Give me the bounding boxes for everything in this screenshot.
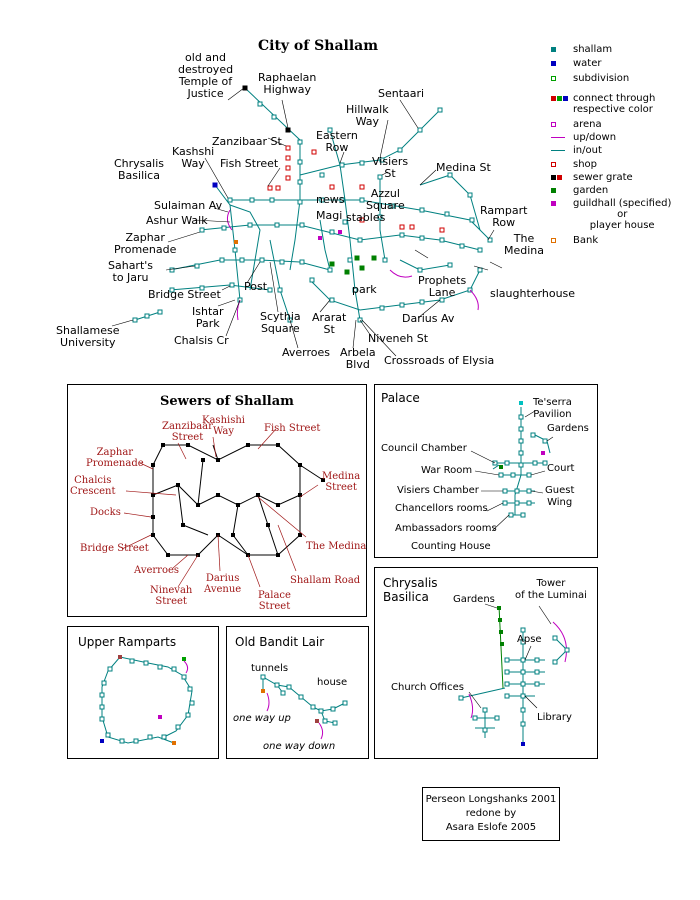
sewers-title: Sewers of Shallam [160,394,294,409]
label-averroes: Averroes [282,346,330,359]
label-visiers-st: Visiers St [372,155,409,180]
label-leader-lines [111,87,503,357]
sewer-label-docks: Docks [90,507,121,518]
ramparts-graph [99,655,195,745]
label-post: Post [244,280,268,293]
credit-line-author: Perseon Longshanks 2001 [425,794,557,805]
label-darius-av: Darius Av [402,312,455,325]
palace-graph [470,401,554,531]
label-bridge-street: Bridge Street [148,288,221,301]
city-gardens [329,255,377,275]
sewer-label-zaphar-promenade: Zaphar Promenade [86,447,144,469]
basilica-label-apse: Apse [517,634,542,645]
palace-label-court: Court [547,463,575,474]
map-title: City of Shallam [258,38,379,54]
sewer-label-medina-street: Medina Street [322,471,361,493]
label-arbela-blvd: Arbela Blvd [340,346,376,371]
palace-label-gardens: Gardens [547,423,589,434]
sewer-label-chalcis-crescent: Chalcis Crescent [70,475,116,497]
basilica-label-church-offices: Church Offices [391,682,464,693]
label-park: park [352,283,377,296]
credit-box: Perseon Longshanks 2001 redone by Asara … [422,787,560,841]
sewer-label-darius-avenue: Darius Avenue [204,573,242,595]
sewers-panel: Sewers of Shallam Zanzibaar Street Kashi… [67,384,367,617]
sewer-label-fish-street: Fish Street [264,423,321,434]
label-chrysalis-basilica: Chrysalis Basilica [114,157,164,182]
label-chalsis-cr: Chalsis Cr [174,334,229,347]
bandit-lair-title: Old Bandit Lair [235,635,325,649]
credit-line-editor: Asara Eslofe 2005 [445,822,537,833]
label-ishtar-park: Ishtar Park [192,305,224,330]
label-temple-of-justice: old and destroyed Temple of Justice [178,51,234,100]
label-niveneh-st: Niveneh St [368,332,429,345]
palace-label-chancellors-rooms: Chancellors rooms [395,503,488,514]
bandit-lair-graph [260,674,348,740]
city-rooms [132,85,493,323]
city-shops [267,145,445,233]
palace-title: Palace [381,391,420,405]
label-azzul-square: Azzul Square [366,187,405,212]
label-zaphar-promenade: Zaphar Promenade [114,231,177,256]
label-sulaiman-av: Sulaiman Av [154,199,223,212]
palace-label-guest-wing: Guest Wing [545,485,575,508]
ramparts-title: Upper Ramparts [78,635,177,649]
label-magi: Magi [316,209,343,222]
city-special [234,230,342,244]
sewer-grates [151,443,325,557]
bandit-label-one-way-down: one way down [263,741,336,752]
bandit-label-tunnels: tunnels [251,663,289,674]
sewer-label-bridge-street: Bridge Street [80,543,149,554]
bandit-label-house: house [317,677,348,688]
sewer-label-shallam-road: Shallam Road [290,575,361,586]
city-map [111,85,503,357]
sewer-label-zanzibaar-street: Zanzibaar Street [162,421,213,443]
basilica-panel: Chrysalis Basilica Tower of the Luminai … [374,567,598,759]
palace-label-war-room: War Room [421,465,473,476]
label-ararat-st: Ararat St [312,311,347,336]
label-ashur-walk: Ashur Walk [146,214,208,227]
ramparts-panel: Upper Ramparts [67,626,219,759]
bandit-lair-panel: Old Bandit Lair tunnels house one way up… [226,626,369,759]
sewer-label-ninevah-street: Ninevah Street [150,585,193,607]
sewer-label-palace-street: Palace Street [258,590,291,612]
label-slaughterhouse: slaughterhouse [490,287,576,300]
palace-label-council-chamber: Council Chamber [381,443,467,454]
basilica-graph [458,603,570,746]
label-eastern-row: Eastern Row [316,129,358,154]
label-fish-street: Fish Street [220,157,279,170]
label-hillwalk-way: Hillwalk Way [346,103,389,128]
credit-line-redone: redone by [465,808,517,819]
basilica-label-gardens: Gardens [453,594,495,605]
label-rampart-row: Rampart Row [480,204,528,229]
label-scythia-square: Scythia Square [260,310,301,335]
label-medina-st: Medina St [436,161,491,174]
sewer-label-the-medina: The Medina [306,541,367,552]
label-sentaari: Sentaari [378,87,425,100]
palace-label-teserra-pavilion: Te'serra Pavilion [533,397,572,420]
label-shallamese-university: Shallamese University [56,324,120,349]
palace-panel: Palace Te'serra Pavilion Gardens Council… [374,384,598,558]
label-stables: stables [346,211,386,224]
basilica-title: Chrysalis Basilica [383,576,438,604]
label-raphaelan-highway: Raphaelan Highway [258,71,317,96]
label-news: news [316,193,345,206]
basilica-label-library: Library [537,712,572,723]
palace-label-ambassadors-rooms: Ambassadors rooms [395,523,497,534]
label-saharts-to-jaru: Sahart's to Jaru [108,259,154,284]
palace-label-visiers-chamber: Visiers Chamber [397,485,479,496]
label-prophets-lane: Prophets Lane [418,274,467,299]
bandit-label-one-way-up: one way up [233,713,291,724]
label-the-medina: The Medina [504,232,545,257]
sewer-label-averroes: Averroes [134,565,180,576]
palace-label-counting-house: Counting House [411,541,491,552]
label-crossroads-of-elysia: Crossroads of Elysia [384,354,495,367]
sewer-label-kashishi-way: Kashishi Way [202,415,245,437]
basilica-label-tower-of-the-luminai: Tower of the Luminai [515,578,587,601]
label-zanzibaar-st: Zanzibaar St [212,135,282,148]
sewers-graph [121,428,325,588]
label-kashshi-way: Kashshi Way [172,145,215,170]
